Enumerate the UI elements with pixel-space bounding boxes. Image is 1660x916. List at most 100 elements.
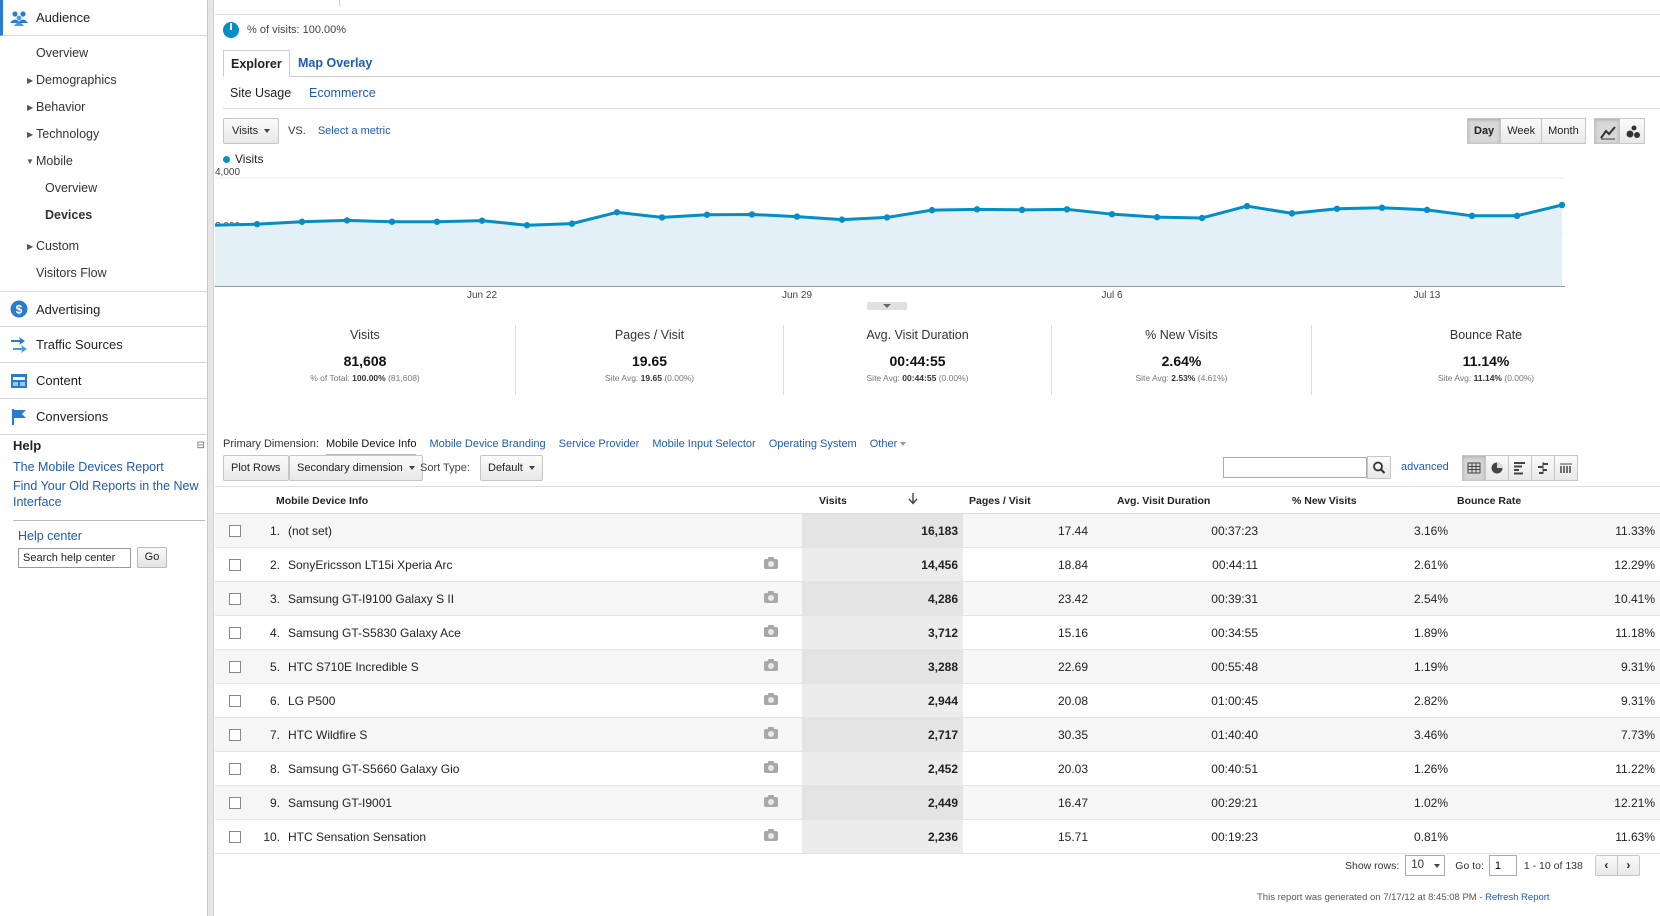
camera-icon[interactable] (764, 727, 778, 739)
device-name-link[interactable]: (not set) (288, 524, 333, 538)
camera-icon[interactable] (764, 829, 778, 841)
refresh-report-link[interactable]: Refresh Report (1485, 892, 1550, 903)
nav-content[interactable]: Content (0, 363, 207, 399)
collapse-icon[interactable]: ⊟ (196, 440, 205, 451)
col-header-pages-visit[interactable]: Pages / Visit (969, 495, 1031, 507)
table-row[interactable]: 7. HTC Wildfire S 2,717 30.35 01:40:40 3.46% 7… (215, 718, 1660, 752)
sort-type-dropdown[interactable]: Default (480, 455, 543, 481)
table-row[interactable]: 9. Samsung GT-I9001 2,449 16.47 00:29:21 1.02… (215, 786, 1660, 820)
plot-rows-button[interactable]: Plot Rows (223, 455, 289, 481)
camera-icon[interactable] (764, 761, 778, 773)
goto-page-input[interactable] (1488, 855, 1517, 876)
help-link-mobile-devices[interactable]: The Mobile Devices Report (13, 460, 164, 474)
camera-icon[interactable] (764, 795, 778, 807)
dimension-service-provider[interactable]: Service Provider (558, 438, 640, 450)
row-checkbox[interactable] (229, 831, 241, 843)
nav-audience[interactable]: Audience (0, 0, 207, 36)
period-day-button[interactable]: Day (1467, 118, 1502, 144)
dimension-mobile-device-info[interactable]: Mobile Device Info (325, 438, 417, 456)
performance-view-button[interactable] (1508, 455, 1532, 481)
nav-technology[interactable]: ▶ Technology (0, 121, 207, 148)
row-checkbox[interactable] (229, 627, 241, 639)
col-header-new-visits[interactable]: % New Visits (1292, 495, 1357, 507)
period-week-button[interactable]: Week (1500, 118, 1543, 144)
help-link-old-reports[interactable]: Find Your Old Reports in the New Interfa… (13, 479, 199, 509)
table-row[interactable]: 6. LG P500 2,944 20.08 01:00:45 2.82% 9.31% (215, 684, 1660, 718)
percentage-view-button[interactable] (1485, 455, 1509, 481)
col-header-visits[interactable]: Visits (819, 495, 847, 507)
nav-mobile-devices[interactable]: Devices (45, 208, 93, 222)
help-center-link[interactable]: Help center (18, 529, 82, 543)
row-checkbox[interactable] (229, 559, 241, 571)
table-row[interactable]: 4. Samsung GT-S5830 Galaxy Ace 3,712 15.16 0… (215, 616, 1660, 650)
row-checkbox[interactable] (229, 593, 241, 605)
pivot-view-button[interactable] (1554, 455, 1578, 481)
row-checkbox[interactable] (229, 763, 241, 775)
advanced-filter-link[interactable]: advanced (1401, 461, 1449, 473)
row-checkbox[interactable] (229, 729, 241, 741)
device-name-link[interactable]: Samsung GT-I9100 Galaxy S II (288, 592, 455, 606)
help-go-button[interactable]: Go (137, 547, 167, 568)
comparison-view-button[interactable] (1531, 455, 1555, 481)
col-header-bounce-rate[interactable]: Bounce Rate (1457, 495, 1522, 507)
row-checkbox[interactable] (229, 525, 241, 537)
dimension-other-dropdown[interactable]: Other (870, 438, 907, 450)
metric-dropdown[interactable]: Visits (223, 118, 280, 144)
motion-chart-button[interactable] (1619, 118, 1645, 144)
row-checkbox[interactable] (229, 695, 241, 707)
device-name-link[interactable]: HTC S710E Incredible S (288, 660, 419, 674)
device-name-link[interactable]: HTC Wildfire S (288, 728, 368, 742)
chevron-down-icon (900, 442, 907, 447)
show-rows-dropdown[interactable]: 10 (1405, 855, 1446, 876)
prev-page-button[interactable]: ‹ (1594, 855, 1618, 876)
col-header-device[interactable]: Mobile Device Info (276, 495, 369, 507)
nav-mobile-overview[interactable]: Overview (45, 181, 98, 195)
line-chart-button[interactable] (1594, 118, 1620, 144)
nav-demographics[interactable]: ▶ Demographics (0, 67, 207, 94)
subtab-site-usage[interactable]: Site Usage (230, 86, 292, 100)
next-page-button[interactable]: › (1616, 855, 1640, 876)
dimension-operating-system[interactable]: Operating System (768, 438, 857, 450)
nav-custom[interactable]: ▶ Custom (0, 233, 207, 260)
device-name-link[interactable]: Samsung GT-S5660 Galaxy Gio (288, 762, 460, 776)
col-header-avg-duration[interactable]: Avg. Visit Duration (1117, 495, 1211, 507)
nav-traffic-sources[interactable]: Traffic Sources (0, 327, 207, 363)
device-name-link[interactable]: SonyEricsson LT15i Xperia Arc (288, 558, 453, 572)
row-checkbox[interactable] (229, 661, 241, 673)
nav-advertising[interactable]: $ Advertising (0, 291, 207, 327)
table-search-input[interactable] (1223, 457, 1367, 478)
table-row[interactable]: 8. Samsung GT-S5660 Galaxy Gio 2,452 20.03 0… (215, 752, 1660, 786)
camera-icon[interactable] (764, 591, 778, 603)
nav-audience-overview[interactable]: Overview (36, 46, 89, 60)
camera-icon[interactable] (764, 625, 778, 637)
nav-mobile[interactable]: ▼ Mobile (0, 148, 207, 175)
nav-visitors-flow[interactable]: Visitors Flow (36, 266, 107, 280)
nav-behavior[interactable]: ▶ Behavior (0, 94, 207, 121)
help-search-input[interactable] (18, 547, 131, 568)
device-name-link[interactable]: LG P500 (288, 694, 336, 708)
device-name-link[interactable]: HTC Sensation Sensation (288, 830, 427, 844)
period-month-button[interactable]: Month (1541, 118, 1586, 144)
table-row[interactable]: 2. SonyEricsson LT15i Xperia Arc 14,456 18.… (215, 548, 1660, 582)
device-name-link[interactable]: Samsung GT-I9001 (288, 796, 393, 810)
row-checkbox[interactable] (229, 797, 241, 809)
camera-icon[interactable] (764, 557, 778, 569)
dimension-input-selector[interactable]: Mobile Input Selector (652, 438, 756, 450)
table-view-button[interactable] (1462, 455, 1486, 481)
nav-conversions[interactable]: Conversions (0, 399, 207, 435)
tab-map-overlay[interactable]: Map Overlay (298, 56, 373, 70)
camera-icon[interactable] (764, 659, 778, 671)
table-row[interactable]: 10. HTC Sensation Sensation 2,236 15.71 00:1… (215, 820, 1660, 854)
search-button[interactable] (1367, 456, 1391, 479)
sort-desc-icon[interactable] (908, 493, 918, 508)
dimension-device-branding[interactable]: Mobile Device Branding (429, 438, 546, 450)
table-row[interactable]: 1. (not set) 16,183 17.44 00:37:23 3.16% 11.33… (215, 514, 1660, 548)
device-name-link[interactable]: Samsung GT-S5830 Galaxy Ace (288, 626, 461, 640)
tab-explorer[interactable]: Explorer (223, 50, 290, 77)
secondary-dimension-dropdown[interactable]: Secondary dimension (289, 455, 423, 481)
table-row[interactable]: 3. Samsung GT-I9100 Galaxy S II 4,286 23.42… (215, 582, 1660, 616)
table-row[interactable]: 5. HTC S710E Incredible S 3,288 22.69 00:55:… (215, 650, 1660, 684)
camera-icon[interactable] (764, 693, 778, 705)
select-metric-link[interactable]: Select a metric (317, 125, 391, 137)
subtab-ecommerce[interactable]: Ecommerce (309, 86, 376, 100)
